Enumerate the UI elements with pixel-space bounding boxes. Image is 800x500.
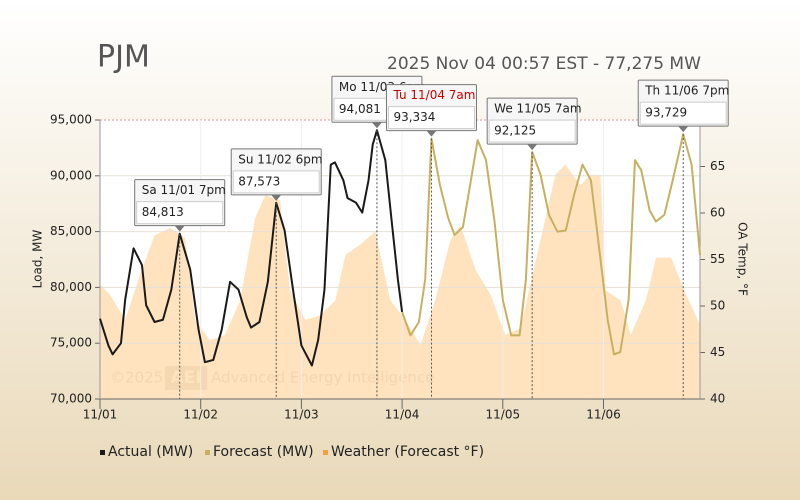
- x-tick-label: 11/06: [586, 408, 621, 422]
- y2-tick-label: 45: [710, 345, 725, 359]
- callout-label: Th 11/06 7pm: [644, 84, 729, 98]
- annotation-callout: Su 11/02 6pm 87,573: [230, 148, 323, 201]
- y-tick-label: 85,000: [50, 224, 92, 238]
- series-line: [401, 133, 701, 356]
- y2-tick-label: 55: [710, 252, 725, 266]
- callout-value-box: [387, 106, 475, 130]
- legend-label: Weather (Forecast °F): [331, 444, 484, 460]
- callout-pointer: [527, 144, 538, 151]
- callout-value-box: [488, 119, 576, 143]
- y2-tick-label: 50: [710, 299, 725, 313]
- legend-swatch: [205, 450, 210, 455]
- x-tick-label: 11/04: [385, 408, 420, 422]
- callout-label: Tu 11/04 7am: [392, 88, 475, 102]
- x-tick-label: 11/02: [183, 408, 218, 422]
- series-line: [99, 129, 404, 367]
- legend-label: Actual (MW): [108, 444, 193, 460]
- weather-area: [100, 164, 700, 399]
- y-tick-label: 95,000: [50, 113, 92, 127]
- callout-value: 84,813: [142, 205, 184, 219]
- callout-pointer: [271, 194, 282, 201]
- annotation-callout: Sa 11/01 7pm 84,813: [134, 179, 226, 232]
- y-tick-label: 90,000: [50, 168, 92, 182]
- callout-pointer: [174, 225, 185, 232]
- callout-value-box: [136, 201, 224, 225]
- x-tick-label: 11/01: [83, 408, 118, 422]
- legend-swatch: [100, 450, 105, 455]
- y-tick-label: 80,000: [50, 280, 92, 294]
- callout-pointer: [426, 130, 437, 137]
- callout-value-box: [639, 101, 727, 125]
- annotation-callout: Th 11/06 7pm 93,729: [637, 79, 729, 133]
- chart-title: PJM: [97, 40, 150, 75]
- y2-tick-label: 40: [710, 392, 725, 406]
- callout-value: 92,125: [494, 124, 536, 138]
- y2-tick-label: 60: [710, 206, 725, 220]
- callout-value: 87,573: [238, 174, 280, 188]
- x-tick-label: 11/05: [486, 408, 521, 422]
- callout-pointer: [678, 126, 689, 133]
- y-tick-label: 75,000: [50, 336, 92, 350]
- y-tick-label: 70,000: [50, 392, 92, 406]
- subtitle: 2025 Nov 04 00:57 EST - 77,275 MW: [387, 54, 701, 74]
- legend-swatch: [323, 450, 328, 455]
- callout-value-box: [232, 170, 320, 194]
- legend-label: Forecast (MW): [213, 444, 314, 460]
- callout-value: 94,081: [339, 102, 381, 116]
- x-tick-label: 11/03: [284, 408, 319, 422]
- callout-pointer: [371, 122, 382, 129]
- y-axis-label: Load, MW: [31, 230, 45, 289]
- annotation-callout: Tu 11/04 7am 93,334: [385, 84, 477, 137]
- callout-value: 93,334: [393, 110, 435, 124]
- y2-tick-label: 65: [710, 159, 725, 173]
- callout-value: 93,729: [645, 106, 687, 120]
- callout-label: Sa 11/01 7pm: [142, 183, 226, 197]
- callout-label: Su 11/02 6pm: [238, 152, 322, 166]
- callout-label: We 11/05 7am: [494, 102, 581, 116]
- y2-axis-label: OA Temp, °F: [736, 222, 750, 296]
- annotation-callout: We 11/05 7am 92,125: [486, 97, 582, 151]
